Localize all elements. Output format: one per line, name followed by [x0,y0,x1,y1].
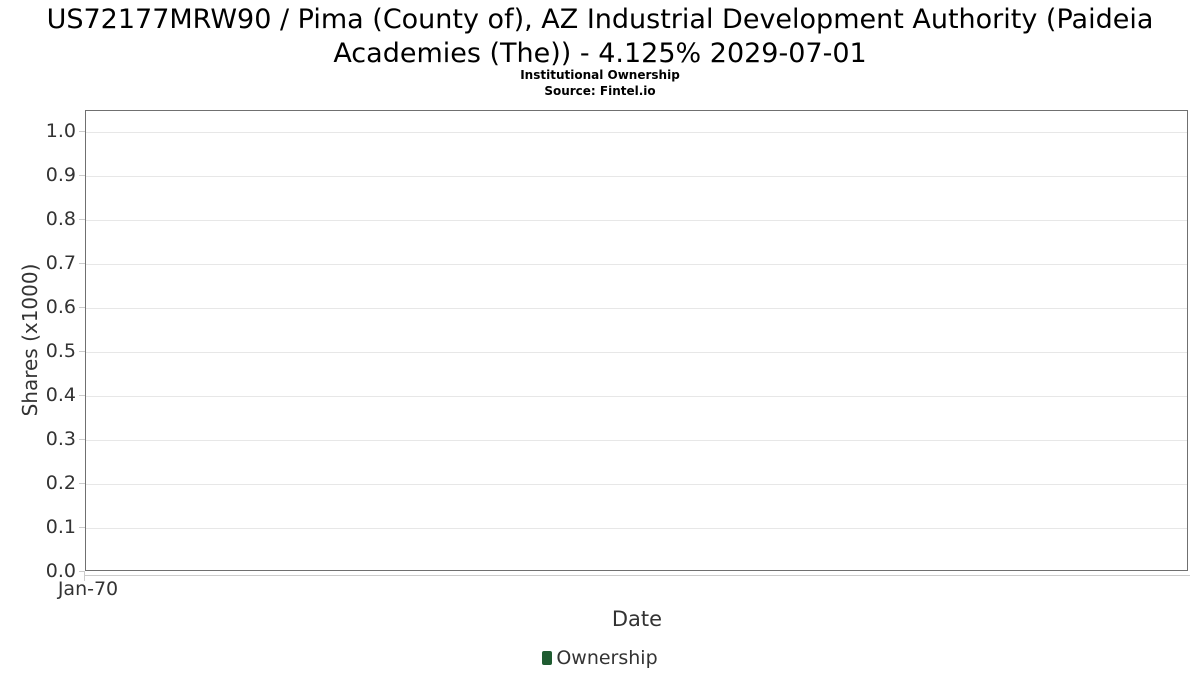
gridline [86,308,1187,309]
x-axis-line [85,575,1190,576]
gridline [86,132,1187,133]
y-tick-label: 0.5 [45,340,76,362]
legend-item-label: Ownership [556,647,658,669]
x-tick-label: Jan-70 [57,578,119,600]
y-tick-mark [79,571,85,572]
y-tick-label: 0.3 [45,428,76,450]
legend: Ownership [0,647,1200,669]
gridline [86,440,1187,441]
gridline [86,264,1187,265]
y-tick-label: 0.7 [45,252,76,274]
y-tick-label: 0.2 [45,472,76,494]
legend-marker-icon [542,651,553,665]
y-tick-mark [79,307,85,308]
chart-title: US72177MRW90 / Pima (County of), AZ Indu… [46,4,1154,69]
gridline [86,484,1187,485]
x-axis-title: Date [611,607,663,631]
y-tick-label: 0.4 [45,384,76,406]
y-tick-mark [79,351,85,352]
gridline [86,528,1187,529]
y-tick-label: 0.6 [45,296,76,318]
gridline [86,220,1187,221]
y-tick-mark [79,439,85,440]
y-tick-mark [79,527,85,528]
x-axis-tick [84,571,85,581]
y-tick-label: 0.8 [45,208,76,230]
gridline [86,396,1187,397]
gridline [86,352,1187,353]
y-tick-mark [79,395,85,396]
chart-subtitle: Institutional Ownership [520,68,680,82]
legend-item-ownership[interactable]: Ownership [542,647,658,669]
y-tick-label: 0.0 [45,560,76,582]
gridline [86,176,1187,177]
plot-area [85,110,1188,571]
y-tick-mark [79,219,85,220]
y-tick-label: 1.0 [45,120,76,142]
y-tick-mark [79,263,85,264]
y-tick-label: 0.1 [45,516,76,538]
chart-source-label: Source: Fintel.io [544,84,656,98]
y-tick-mark [79,175,85,176]
y-tick-mark [79,483,85,484]
y-tick-label: 0.9 [45,164,76,186]
y-tick-mark [79,131,85,132]
